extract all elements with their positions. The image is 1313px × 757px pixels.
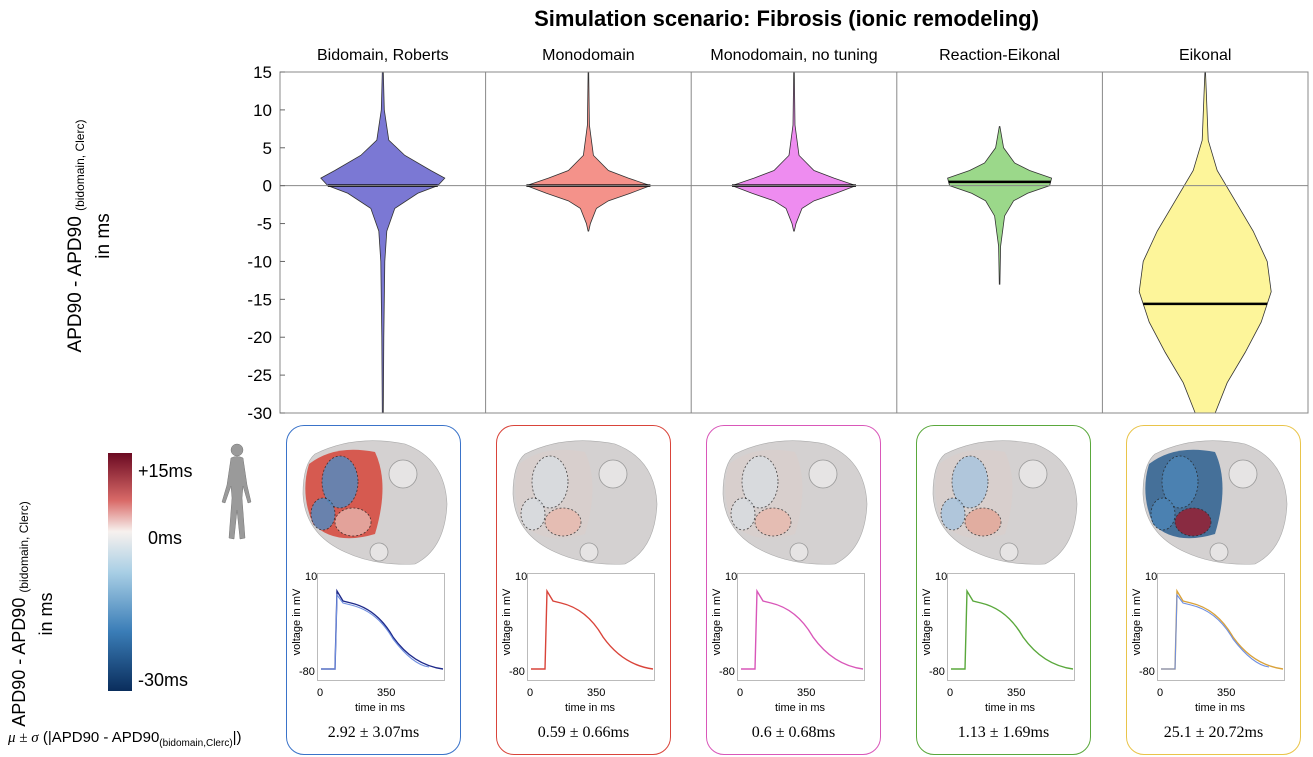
ap-xtick-0: 0 bbox=[1157, 687, 1163, 699]
ap-xtick-350: 350 bbox=[797, 687, 815, 699]
model-panel-2: 10 -80 0 350 time in ms voltage in mV 0.… bbox=[496, 425, 671, 755]
y-tick-label: -10 bbox=[247, 252, 272, 271]
stat-value: 1.13 ± 1.69ms bbox=[917, 724, 1090, 742]
stat-value: 0.6 ± 0.68ms bbox=[707, 724, 880, 742]
colorbar-label-unit: in ms bbox=[36, 593, 56, 636]
heart-map-image bbox=[505, 434, 663, 569]
stat-value: 25.1 ± 20.72ms bbox=[1127, 724, 1300, 742]
ap-xtick-0: 0 bbox=[317, 687, 323, 699]
ap-xtick-0: 0 bbox=[527, 687, 533, 699]
violin-5 bbox=[1139, 72, 1271, 413]
ap-xtick-350: 350 bbox=[1007, 687, 1025, 699]
action-potential-plot bbox=[1157, 573, 1285, 681]
stat-value: 2.92 ± 3.07ms bbox=[287, 724, 460, 742]
colorbar-mid-label: 0ms bbox=[148, 528, 182, 549]
column-title-1: Bidomain, Roberts bbox=[317, 47, 449, 64]
model-panel-3: 10 -80 0 350 time in ms voltage in mV 0.… bbox=[706, 425, 881, 755]
ap-xtick-350: 350 bbox=[377, 687, 395, 699]
action-potential-plot bbox=[527, 573, 655, 681]
ap-xtick-0: 0 bbox=[737, 687, 743, 699]
stat-row-sub: (bidomain,Clerc) bbox=[159, 738, 232, 749]
ap-xlabel: time in ms bbox=[945, 702, 1075, 714]
ap-ylabel: voltage in mV bbox=[501, 582, 513, 662]
model-panel-4: 10 -80 0 350 time in ms voltage in mV 1.… bbox=[916, 425, 1091, 755]
y-tick-label: 10 bbox=[253, 101, 272, 120]
column-title-5: Eikonal bbox=[1179, 47, 1231, 64]
y-tick-label: -5 bbox=[257, 215, 272, 234]
model-panel-5: 10 -80 0 350 time in ms voltage in mV 25… bbox=[1126, 425, 1301, 755]
y-tick-label: -15 bbox=[247, 290, 272, 309]
ap-ytick-bottom: -80 bbox=[719, 666, 735, 678]
y-tick-label: 15 bbox=[253, 63, 272, 82]
ap-ytick-bottom: -80 bbox=[929, 666, 945, 678]
violin-ylabel-main: APD90 - APD90 bbox=[65, 216, 86, 352]
violin-4 bbox=[948, 127, 1052, 285]
violin-3 bbox=[732, 72, 856, 231]
heart-map-image bbox=[715, 434, 873, 569]
stat-row-body: (|APD90 - APD90 bbox=[43, 729, 159, 746]
ap-xlabel: time in ms bbox=[735, 702, 865, 714]
heart-map-image bbox=[295, 434, 453, 569]
ap-ylabel: voltage in mV bbox=[291, 582, 303, 662]
ap-xtick-0: 0 bbox=[947, 687, 953, 699]
action-potential-plot bbox=[737, 573, 865, 681]
ap-xlabel: time in ms bbox=[1155, 702, 1285, 714]
y-tick-label: -25 bbox=[247, 366, 272, 385]
heart-map-image bbox=[1135, 434, 1293, 569]
violin-ylabel-unit: in ms bbox=[93, 213, 114, 258]
stat-value: 0.59 ± 0.66ms bbox=[497, 724, 670, 742]
y-tick-label: -30 bbox=[247, 404, 272, 423]
human-body-icon bbox=[215, 440, 275, 550]
ap-ytick-top: 10 bbox=[305, 571, 317, 583]
action-potential-plot bbox=[947, 573, 1075, 681]
stat-row-suffix: |) bbox=[233, 729, 242, 746]
column-title-3: Monodomain, no tuning bbox=[710, 47, 877, 64]
stat-row-prefix: μ ± σ bbox=[8, 730, 39, 746]
colorbar-max-label: +15ms bbox=[138, 461, 193, 482]
colorbar bbox=[100, 445, 140, 695]
ap-ylabel: voltage in mV bbox=[711, 582, 723, 662]
ap-ytick-bottom: -80 bbox=[1139, 666, 1155, 678]
colorbar-label-main: APD90 - APD90 bbox=[9, 598, 29, 727]
y-tick-label: 0 bbox=[263, 177, 272, 196]
stat-row-label: μ ± σ (|APD90 - APD90(bidomain,Clerc)|) bbox=[8, 729, 242, 749]
heart-map-image bbox=[925, 434, 1083, 569]
violin-1 bbox=[321, 72, 445, 413]
ap-xtick-350: 350 bbox=[587, 687, 605, 699]
y-tick-label: 5 bbox=[263, 139, 272, 158]
ap-ylabel: voltage in mV bbox=[1131, 582, 1143, 662]
ap-ytick-bottom: -80 bbox=[509, 666, 525, 678]
ap-ytick-top: 10 bbox=[935, 571, 947, 583]
action-potential-plot bbox=[317, 573, 445, 681]
colorbar-label-sub: (bidomain, Clerc) bbox=[17, 501, 31, 592]
column-title-2: Monodomain bbox=[542, 47, 635, 64]
ap-ytick-bottom: -80 bbox=[299, 666, 315, 678]
model-panel-1: 10 -80 0 350 time in ms voltage in mV 2.… bbox=[286, 425, 461, 755]
column-title-4: Reaction-Eikonal bbox=[939, 47, 1060, 64]
violin-ylabel-sub: (bidomain, Clerc) bbox=[73, 120, 87, 211]
ap-xtick-350: 350 bbox=[1217, 687, 1235, 699]
violin-2 bbox=[526, 72, 650, 231]
ap-ytick-top: 10 bbox=[515, 571, 527, 583]
violin-y-axis-title: APD90 - APD90 (bidomain, Clerc) in ms bbox=[64, 106, 116, 366]
violin-chart: Bidomain, Roberts Monodomain Monodomain, n… bbox=[0, 0, 1313, 425]
y-tick-label: -20 bbox=[247, 328, 272, 347]
ap-xlabel: time in ms bbox=[315, 702, 445, 714]
colorbar-min-label: -30ms bbox=[138, 670, 188, 691]
ap-ytick-top: 10 bbox=[725, 571, 737, 583]
colorbar-axis-title: APD90 - APD90 (bidomain, Clerc) in ms bbox=[8, 494, 56, 734]
ap-ytick-top: 10 bbox=[1145, 571, 1157, 583]
ap-ylabel: voltage in mV bbox=[921, 582, 933, 662]
ap-xlabel: time in ms bbox=[525, 702, 655, 714]
